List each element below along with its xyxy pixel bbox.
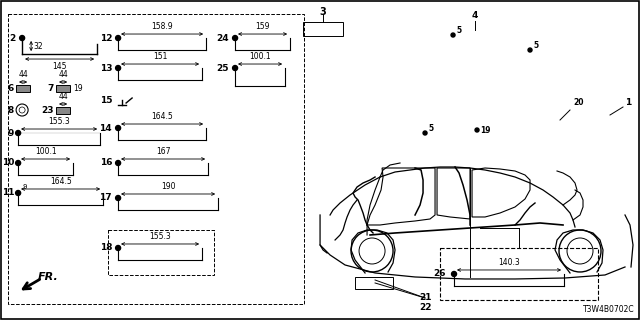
Text: 12: 12	[100, 34, 112, 43]
Text: 7: 7	[48, 84, 54, 92]
Text: 164.5: 164.5	[151, 112, 173, 121]
Text: 167: 167	[156, 147, 170, 156]
Text: 155.3: 155.3	[149, 232, 171, 241]
Circle shape	[451, 33, 455, 37]
Text: 18: 18	[100, 244, 112, 252]
Text: 14: 14	[99, 124, 112, 132]
Text: 1: 1	[625, 98, 631, 107]
Circle shape	[452, 271, 456, 276]
Text: 3: 3	[320, 7, 326, 17]
Text: 16: 16	[100, 158, 112, 167]
Bar	[16, 84, 30, 92]
Text: 26: 26	[433, 269, 446, 278]
Text: 155.3: 155.3	[48, 117, 70, 126]
Text: 9: 9	[22, 184, 27, 190]
Circle shape	[116, 66, 120, 70]
Text: 5: 5	[456, 26, 461, 35]
Text: 158.9: 158.9	[151, 22, 173, 31]
Text: 44: 44	[58, 92, 68, 101]
Text: T3W4B0702C: T3W4B0702C	[584, 305, 635, 314]
Bar	[440, 248, 598, 300]
Circle shape	[116, 36, 120, 41]
Text: 15: 15	[100, 95, 112, 105]
Text: 19: 19	[480, 126, 490, 135]
Text: 44: 44	[58, 70, 68, 79]
Text: 2: 2	[9, 34, 15, 43]
Bar	[303, 22, 343, 36]
Text: 8: 8	[8, 106, 14, 115]
Text: 44: 44	[19, 70, 28, 79]
Text: 5: 5	[428, 124, 433, 133]
Bar	[8, 14, 304, 304]
Text: 25: 25	[216, 63, 229, 73]
Text: 190: 190	[161, 182, 175, 191]
Text: 159: 159	[255, 22, 270, 31]
Text: 9: 9	[8, 129, 14, 138]
Bar	[56, 84, 70, 92]
Text: 22: 22	[419, 303, 431, 312]
Circle shape	[116, 125, 120, 131]
Text: 4: 4	[472, 11, 478, 20]
Text: 6: 6	[8, 84, 14, 92]
Text: 100.1: 100.1	[35, 147, 56, 156]
Text: 100.1: 100.1	[249, 52, 271, 61]
Circle shape	[116, 196, 120, 201]
Text: 151: 151	[153, 52, 167, 61]
Bar	[108, 230, 214, 275]
Circle shape	[232, 36, 237, 41]
Text: 164.5: 164.5	[50, 177, 72, 186]
Text: 11: 11	[2, 188, 14, 197]
Circle shape	[475, 128, 479, 132]
Text: 140.3: 140.3	[498, 258, 520, 267]
Text: 20: 20	[573, 98, 584, 107]
Text: 24: 24	[216, 34, 229, 43]
Circle shape	[232, 66, 237, 70]
Circle shape	[423, 131, 427, 135]
Circle shape	[116, 245, 120, 251]
Circle shape	[15, 190, 20, 196]
Bar	[56, 107, 70, 114]
Circle shape	[15, 161, 20, 165]
Text: 145: 145	[52, 62, 67, 71]
Text: 32: 32	[33, 42, 43, 51]
Text: 10: 10	[2, 158, 14, 167]
Text: FR.: FR.	[38, 272, 59, 282]
Circle shape	[528, 48, 532, 52]
Text: 21: 21	[419, 293, 431, 302]
Circle shape	[20, 36, 24, 41]
Bar	[355, 277, 393, 289]
Text: 23: 23	[42, 106, 54, 115]
Text: 17: 17	[99, 194, 112, 203]
Text: 19: 19	[73, 84, 83, 92]
Circle shape	[15, 131, 20, 135]
Text: 13: 13	[100, 63, 112, 73]
Circle shape	[116, 161, 120, 165]
Text: 5: 5	[533, 41, 538, 50]
